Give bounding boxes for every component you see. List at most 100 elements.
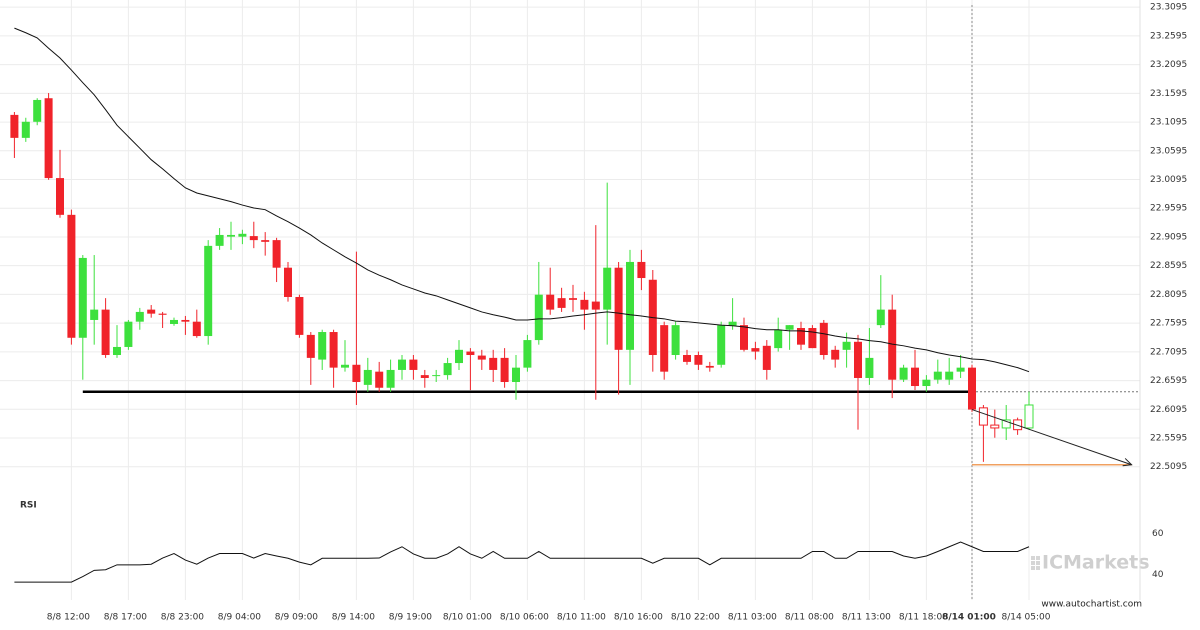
x-tick-label: 8/14 05:00: [1001, 613, 1050, 623]
candle-body: [808, 328, 817, 349]
x-tick-label: 8/10 06:00: [500, 613, 549, 623]
candle-body: [135, 311, 144, 322]
candle-body: [626, 261, 634, 350]
candle-body: [375, 371, 384, 388]
candle-body: [67, 214, 76, 338]
candle-body: [671, 325, 680, 356]
candle-body: [751, 348, 760, 352]
y-tick-label: 23.2095: [1150, 60, 1187, 70]
candle-body: [854, 341, 862, 378]
candle-body: [420, 375, 429, 378]
x-tick-label: 8/9 09:00: [275, 613, 319, 623]
source: www.autochartist.com: [1041, 600, 1142, 610]
candle-body: [797, 328, 805, 345]
candle-body: [865, 357, 874, 378]
candle-body: [945, 371, 954, 380]
x-tick-label: 8/10 22:00: [671, 613, 720, 623]
candle-body: [694, 355, 703, 365]
y-tick-label: 22.9095: [1150, 232, 1187, 242]
candle-body: [227, 234, 235, 237]
candle-body: [284, 267, 292, 297]
y-tick-label: 22.8595: [1150, 261, 1187, 271]
candle-body: [170, 319, 178, 324]
candle-body: [204, 245, 213, 337]
candle-body: [398, 359, 406, 370]
candle-body: [1024, 404, 1034, 429]
candle-body: [363, 369, 372, 385]
x-tick-label: 8/9 14:00: [332, 613, 376, 623]
candle-body: [477, 355, 486, 360]
x-tick-label: 8/11 13:00: [842, 613, 891, 623]
candle-body: [44, 98, 53, 179]
x-tick-label: 8/8 17:00: [104, 613, 148, 623]
forecast-arrowhead: [1122, 458, 1133, 467]
candle-body: [569, 298, 577, 300]
candle-body: [215, 234, 224, 246]
x-tick-label: 8/14 01:00: [942, 613, 996, 623]
candle-body: [90, 309, 99, 320]
candle-body: [21, 121, 30, 138]
x-tick-label: 8/10 11:00: [557, 613, 606, 623]
candle-body: [249, 236, 258, 241]
y-tick-label: 22.9595: [1150, 204, 1187, 214]
candle-body: [978, 407, 988, 426]
rsi-line: [14, 541, 1030, 583]
candle-body: [466, 351, 475, 356]
candle-body: [842, 341, 851, 350]
candle-body: [534, 294, 543, 341]
candle-body: [386, 369, 395, 388]
x-tick-label: 8/9 04:00: [218, 613, 262, 623]
candle-body: [740, 325, 748, 350]
watermark: ICMarkets: [1042, 552, 1150, 574]
y-tick-label: 23.1095: [1150, 118, 1187, 128]
candle-body: [329, 332, 338, 368]
candle-body: [614, 267, 623, 350]
candle-body: [819, 322, 828, 356]
candle-body: [717, 325, 726, 365]
candle-body: [147, 309, 156, 314]
x-tick-label: 8/11 03:00: [728, 613, 777, 623]
candle-body: [306, 334, 315, 358]
candle-body: [261, 240, 270, 242]
candle-body: [705, 365, 714, 368]
candle-body: [455, 349, 463, 364]
candle-body: [1013, 419, 1023, 431]
candle-body: [341, 364, 349, 368]
candle-body: [512, 367, 520, 383]
moving-average: [14, 27, 1030, 373]
candle-body: [500, 357, 509, 383]
candle-body: [318, 332, 327, 360]
y-tick-label: 22.6595: [1150, 376, 1187, 386]
candle-body: [660, 325, 669, 372]
candle-body: [580, 299, 589, 310]
x-tick-label: 8/10 01:00: [443, 613, 492, 623]
x-tick-label: 8/8 12:00: [47, 613, 91, 623]
candle-body: [774, 329, 783, 349]
rsi-label: RSI: [20, 501, 37, 511]
candle-body: [546, 294, 555, 310]
candle-body: [968, 367, 976, 410]
candle-body: [78, 257, 87, 338]
rsi-tick-label: 60: [1152, 529, 1164, 539]
candle-body: [489, 357, 498, 370]
candle-body: [272, 240, 281, 268]
candle-body: [831, 349, 840, 360]
candle-body: [56, 178, 64, 215]
candle-body: [591, 301, 600, 310]
x-tick-label: 8/8 23:00: [161, 613, 205, 623]
y-tick-label: 22.5595: [1150, 434, 1187, 444]
candle-body: [181, 319, 190, 322]
candle-body: [762, 345, 771, 370]
candle-body: [899, 367, 908, 380]
x-tick-label: 8/9 19:00: [389, 613, 433, 623]
watermark-logo: [1031, 556, 1040, 570]
candle-body: [785, 325, 794, 330]
y-tick-label: 22.8095: [1150, 290, 1187, 300]
candle-body: [101, 309, 110, 356]
y-tick-label: 23.2595: [1150, 31, 1187, 41]
x-tick-label: 8/11 08:00: [785, 613, 834, 623]
candle-body: [523, 340, 532, 368]
y-tick-label: 22.7595: [1150, 319, 1187, 329]
candle-body: [113, 346, 121, 356]
